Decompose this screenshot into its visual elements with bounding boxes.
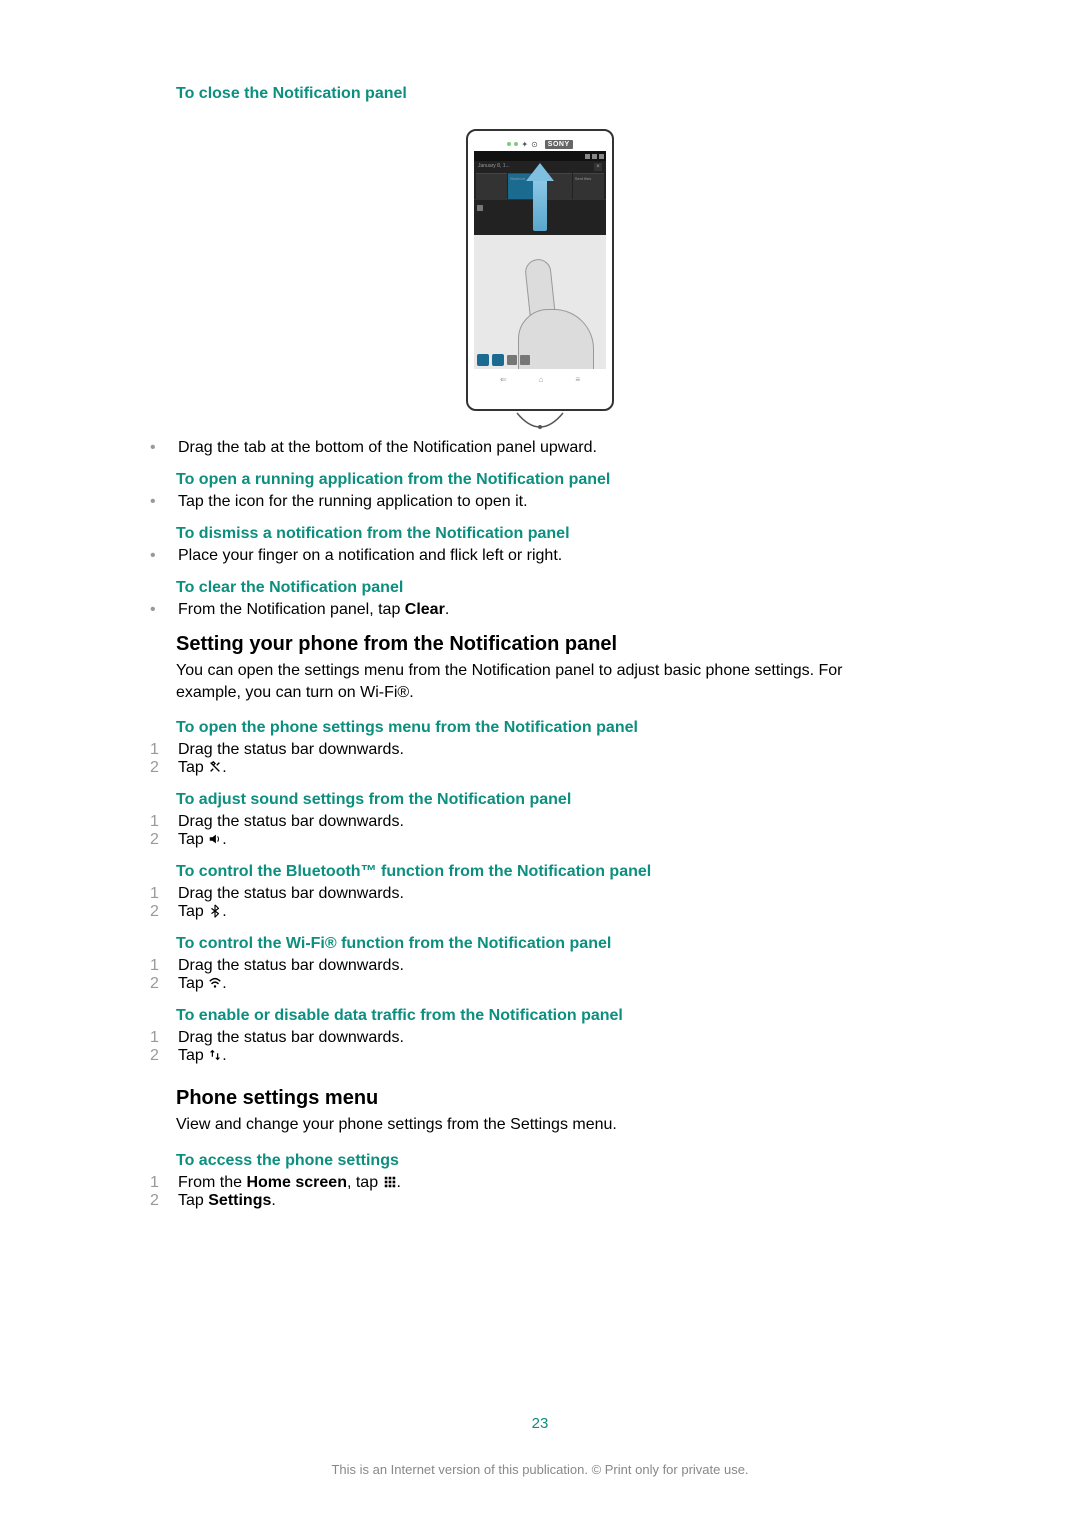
step-number: 2 <box>150 759 178 777</box>
wifi-icon <box>208 976 222 990</box>
step-drag-status-bar: Drag the status bar downwards. <box>178 1029 904 1047</box>
step-number: 1 <box>150 741 178 759</box>
step-tap-data: Tap . <box>178 1047 904 1065</box>
step-tap-tools: Tap . <box>178 759 904 777</box>
footer-disclaimer: This is an Internet version of this publ… <box>0 1462 1080 1477</box>
page-number: 23 <box>0 1415 1080 1432</box>
heading-access-settings: To access the phone settings <box>176 1152 904 1170</box>
bullet-tap-clear: From the Notification panel, tap Clear. <box>178 601 904 619</box>
step-tap-speaker: Tap . <box>178 831 904 849</box>
step-number: 1 <box>150 957 178 975</box>
tile-sentfiles: Sent files <box>573 173 604 199</box>
illustration-close-panel: ✦ ⊙ SONY January 8, 1... × Bluetoot <box>176 129 904 411</box>
step-number: 2 <box>150 903 178 921</box>
shade-date: January 8, 1... <box>478 163 510 171</box>
drag-handle-icon <box>515 411 565 433</box>
step-number: 1 <box>150 1029 178 1047</box>
phone-screen: January 8, 1... × Bluetoot Sent files <box>474 151 606 369</box>
bullet-drag-upward: Drag the tab at the bottom of the Notifi… <box>178 439 904 457</box>
step-from-home: From the Home screen, tap . <box>178 1174 904 1192</box>
bullet-flick: Place your finger on a notification and … <box>178 547 904 565</box>
bullet-marker: • <box>150 493 178 511</box>
bullet-marker: • <box>150 601 178 619</box>
heading-open-running-app: To open a running application from the N… <box>176 471 904 489</box>
hand-illustration <box>508 229 594 369</box>
phone-top-bar: ✦ ⊙ SONY <box>474 137 606 151</box>
step-tap-bluetooth: Tap . <box>178 903 904 921</box>
heading-setting-phone: Setting your phone from the Notification… <box>176 633 904 656</box>
step-drag-status-bar: Drag the status bar downwards. <box>178 957 904 975</box>
bullet-marker: • <box>150 547 178 565</box>
bullet-tap-running-app: Tap the icon for the running application… <box>178 493 904 511</box>
bullet-marker: • <box>150 439 178 457</box>
step-tap-settings: Tap Settings. <box>178 1192 904 1210</box>
phone-nav-bar: ⇐⌂≡ <box>474 369 606 389</box>
close-icon: × <box>594 163 602 171</box>
step-number: 1 <box>150 1174 178 1192</box>
tile-line <box>476 173 507 199</box>
step-drag-status-bar: Drag the status bar downwards. <box>178 885 904 903</box>
data-traffic-icon <box>208 1048 222 1062</box>
heading-open-settings: To open the phone settings menu from the… <box>176 719 904 737</box>
heading-dismiss-notification: To dismiss a notification from the Notif… <box>176 525 904 543</box>
sony-logo: SONY <box>545 140 573 149</box>
step-number: 1 <box>150 885 178 903</box>
step-number: 2 <box>150 1192 178 1210</box>
step-number: 2 <box>150 975 178 993</box>
step-number: 2 <box>150 1047 178 1065</box>
heading-close-notification: To close the Notification panel <box>176 85 904 103</box>
dock-icons <box>477 354 530 366</box>
phone-frame: ✦ ⊙ SONY January 8, 1... × Bluetoot <box>466 129 614 411</box>
swipe-up-arrow <box>528 163 552 231</box>
heading-phone-settings-menu: Phone settings menu <box>176 1087 904 1110</box>
step-number: 2 <box>150 831 178 849</box>
body-setting-phone: You can open the settings menu from the … <box>176 660 904 703</box>
speaker-icon <box>208 832 222 846</box>
heading-wifi: To control the Wi-Fi® function from the … <box>176 935 904 953</box>
plus-icon: ✦ <box>521 140 528 149</box>
step-drag-status-bar: Drag the status bar downwards. <box>178 813 904 831</box>
body-phone-settings-menu: View and change your phone settings from… <box>176 1114 904 1136</box>
step-number: 1 <box>150 813 178 831</box>
tools-icon <box>208 760 222 774</box>
step-tap-wifi: Tap . <box>178 975 904 993</box>
apps-grid-icon <box>383 1175 397 1189</box>
heading-data-traffic: To enable or disable data traffic from t… <box>176 1007 904 1025</box>
heading-clear-panel: To clear the Notification panel <box>176 579 904 597</box>
heading-adjust-sound: To adjust sound settings from the Notifi… <box>176 791 904 809</box>
heading-bluetooth: To control the Bluetooth™ function from … <box>176 863 904 881</box>
step-drag-status-bar: Drag the status bar downwards. <box>178 741 904 759</box>
bluetooth-icon <box>208 904 222 918</box>
